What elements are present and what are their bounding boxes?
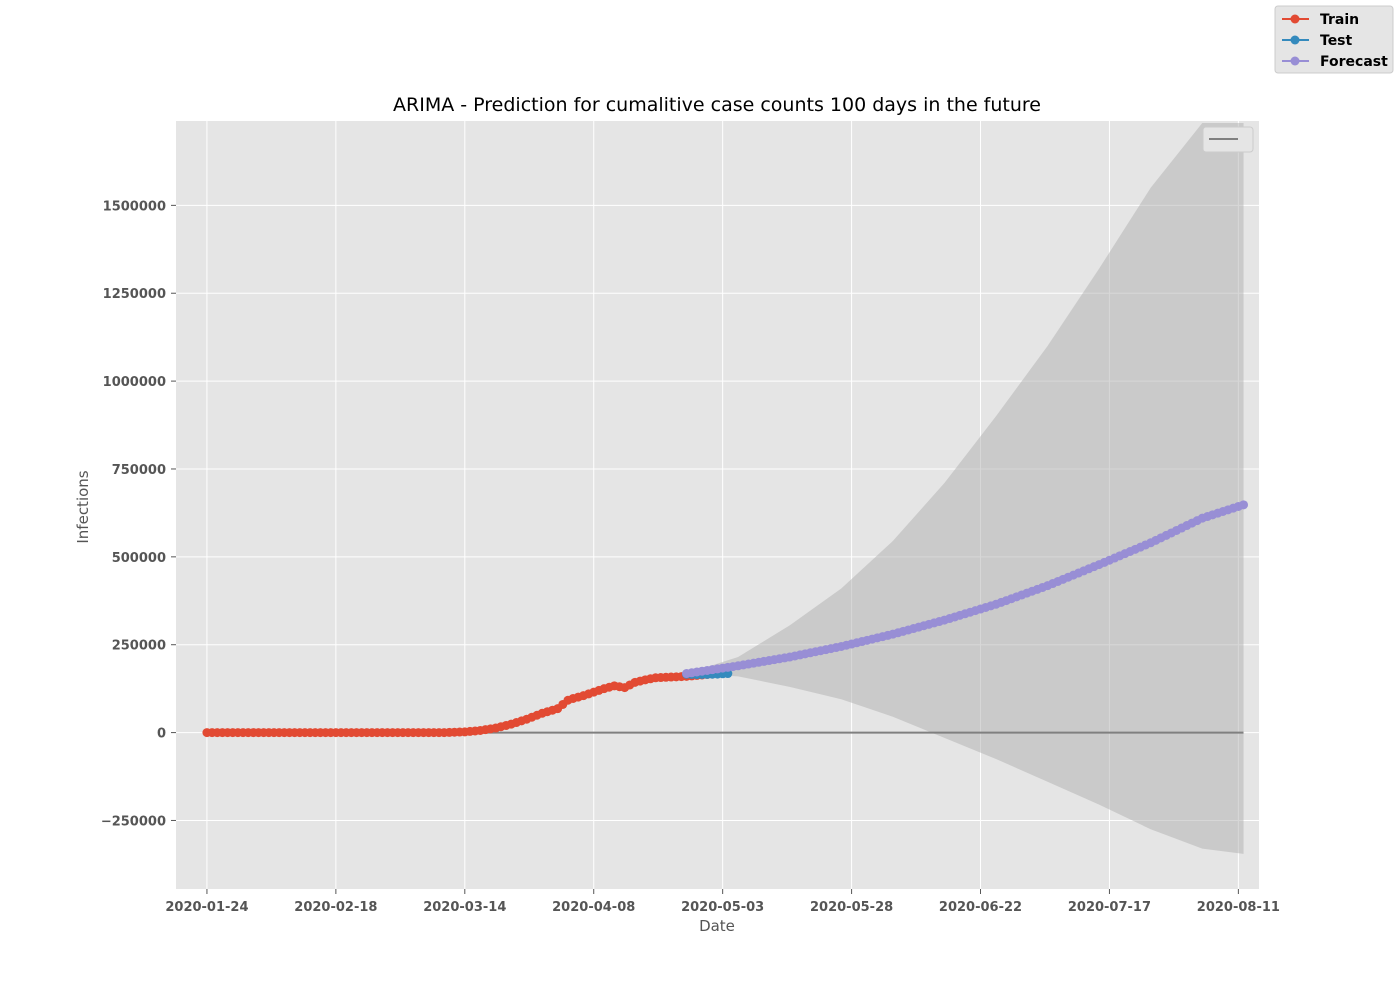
y-tick-label: 0 xyxy=(157,727,166,742)
x-tick-label: 2020-05-28 xyxy=(810,900,893,915)
figure-legend-box xyxy=(1274,5,1394,74)
x-tick-label: 2020-08-11 xyxy=(1197,900,1280,915)
forecast-point xyxy=(1239,500,1249,510)
x-tick-label: 2020-07-17 xyxy=(1068,900,1151,915)
legend-forecast-marker xyxy=(1290,56,1300,66)
legend-train-marker xyxy=(1290,14,1300,24)
x-tick-label: 2020-03-14 xyxy=(423,900,506,915)
forecast-series xyxy=(682,500,1249,679)
x-tick-labels: 2020-01-24 2020-02-18 2020-03-14 2020-04-08… xyxy=(165,889,1280,915)
legend-train-label: Train xyxy=(1320,12,1359,28)
y-tick-label: 750000 xyxy=(112,463,166,478)
legend-test-marker xyxy=(1290,35,1300,45)
y-tick-label: 1250000 xyxy=(103,287,166,302)
chart-title: ARIMA - Prediction for cumalitive case c… xyxy=(393,94,1041,116)
y-tick-label: 1500000 xyxy=(103,199,166,214)
y-tick-label: 1000000 xyxy=(103,375,166,390)
x-tick-label: 2020-06-22 xyxy=(939,900,1022,915)
legend-test-label: Test xyxy=(1320,33,1353,49)
x-axis-label: Date xyxy=(699,917,735,935)
y-tick-label: −250000 xyxy=(101,814,166,829)
train-series xyxy=(202,669,717,738)
confidence-band xyxy=(686,123,1244,854)
y-axis-label: Infections xyxy=(74,470,92,543)
x-tick-label: 2020-02-18 xyxy=(294,900,377,915)
y-tick-label: 250000 xyxy=(112,639,166,654)
series-layer xyxy=(202,500,1249,738)
y-tick-label: 500000 xyxy=(112,551,166,566)
legend-entries: Train Test Forecast xyxy=(1282,12,1388,70)
x-tick-label: 2020-01-24 xyxy=(165,900,248,915)
x-tick-label: 2020-04-08 xyxy=(552,900,635,915)
legend-forecast-label: Forecast xyxy=(1320,54,1388,70)
figure-legend: Train Test Forecast xyxy=(1274,5,1394,74)
inner-legend xyxy=(1202,126,1254,153)
confidence-band-layer xyxy=(686,123,1244,854)
x-tick-label: 2020-05-03 xyxy=(681,900,764,915)
y-tick-labels: −250000 0 250000 500000 750000 1000000 1250000… xyxy=(101,199,176,829)
